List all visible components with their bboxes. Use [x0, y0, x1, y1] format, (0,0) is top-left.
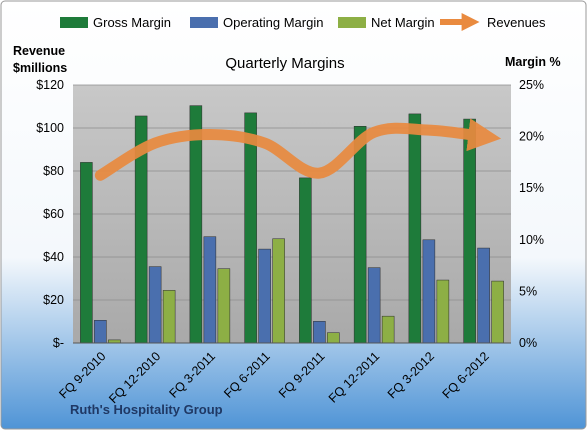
bar-operating-margin: [258, 248, 271, 344]
right-axis-label: Margin %: [505, 55, 561, 69]
bar-gross-margin: [353, 126, 367, 344]
bar-operating-margin: [477, 247, 490, 344]
chart-title: Quarterly Margins: [225, 55, 344, 72]
bar-operating-margin: [203, 236, 217, 344]
revenue-line-path: [94, 118, 502, 181]
right-axis-tick-label: 25%: [519, 78, 544, 92]
right-axis-tick-label: 5%: [519, 284, 537, 298]
bar-operating-margin: [148, 266, 162, 344]
bar-operating-margin: [367, 267, 381, 344]
bar-gross-margin: [299, 177, 312, 344]
left-axis-label-line1: Revenue: [13, 44, 65, 58]
bar-gross-margin: [189, 105, 203, 344]
legend-label-net-margin: Net Margin: [371, 15, 435, 30]
bar-gross-margin: [408, 113, 422, 344]
bar-gross-margin: [463, 118, 476, 344]
bar-net-margin: [491, 280, 504, 344]
right-axis-tick-label: 20%: [519, 130, 544, 144]
right-axis-tick-label: 0%: [519, 336, 537, 350]
legend-swatch-net-margin: [338, 17, 366, 28]
bars: [80, 105, 504, 344]
bar-net-margin: [436, 279, 450, 344]
legend-swatch-operating-margin: [190, 17, 218, 28]
bar-net-margin: [217, 268, 231, 344]
bar-gross-margin: [244, 112, 257, 344]
left-axis-tick-label: $60: [43, 207, 64, 221]
left-axis-tick-label: $20: [43, 293, 64, 307]
right-axis-tick-label: 10%: [519, 233, 544, 247]
bar-net-margin: [272, 238, 285, 344]
bar-operating-margin: [94, 320, 107, 344]
bar-gross-margin: [80, 162, 93, 344]
legend: Gross Margin Operating Margin Net Margin…: [60, 13, 546, 31]
left-axis-tick-label: $120: [36, 78, 64, 92]
bar-net-margin: [327, 332, 340, 344]
legend-label-gross-margin: Gross Margin: [93, 15, 171, 30]
revenue-line: [94, 118, 502, 181]
left-axis-tick-label: $40: [43, 250, 64, 264]
legend-label-revenues: Revenues: [487, 15, 546, 30]
left-axis-tick-label: $80: [43, 164, 64, 178]
bar-net-margin: [162, 290, 176, 344]
legend-swatch-gross-margin: [60, 17, 88, 28]
footer-company-name: Ruth's Hospitality Group: [70, 402, 223, 417]
left-axis-tick-label: $-: [53, 336, 64, 350]
bar-operating-margin: [313, 321, 326, 344]
right-axis-tick-label: 15%: [519, 181, 544, 195]
left-axis-tick-label: $100: [36, 121, 64, 135]
bar-net-margin: [381, 315, 395, 344]
left-axis-label-line2: $millions: [13, 61, 67, 75]
bar-operating-margin: [422, 239, 436, 344]
legend-label-operating-margin: Operating Margin: [223, 15, 323, 30]
